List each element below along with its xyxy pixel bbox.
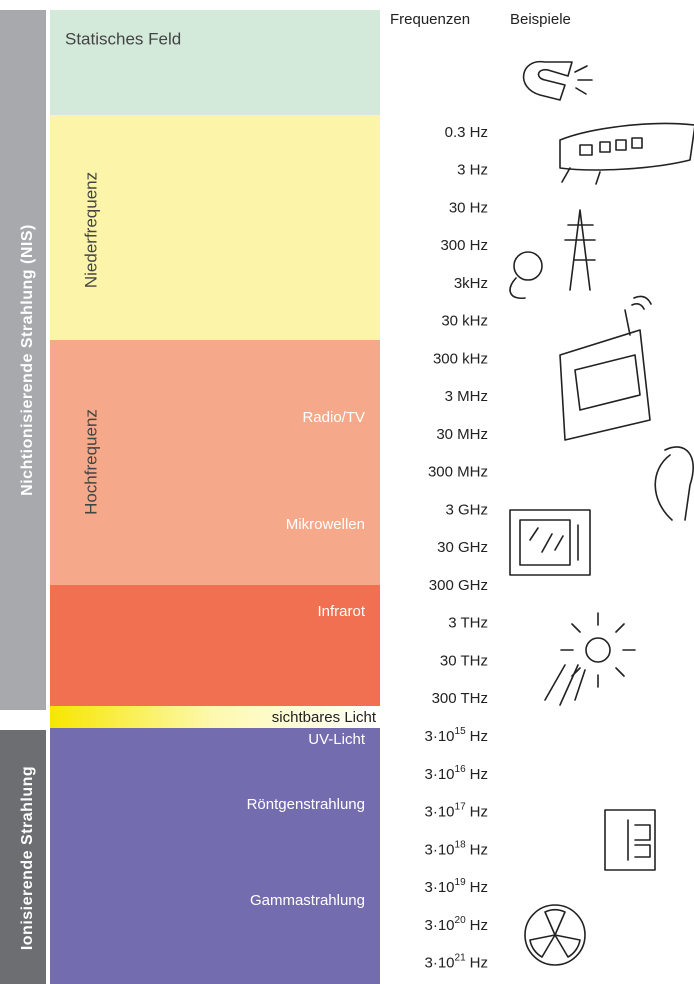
region-label: Infrarot (317, 603, 365, 620)
frequency-unit: Hz (470, 841, 488, 858)
region-label: UV-Licht (308, 731, 366, 748)
frequency: 3kHz (454, 275, 488, 292)
frequency-mantissa: 3·10 (425, 879, 455, 896)
frequency: 30 Hz (449, 199, 488, 216)
frequency: 300 MHz (428, 464, 488, 481)
frequency-mantissa: 3·10 (425, 803, 455, 820)
frequency-mantissa: 3·10 (425, 954, 455, 971)
frequency-unit: Hz (470, 803, 488, 820)
region-label: Mikrowellen (286, 516, 365, 533)
frequency: 30 GHz (437, 539, 488, 556)
frequency: 30 MHz (436, 426, 488, 443)
frequency: 300 GHz (429, 577, 488, 594)
example-icons (510, 62, 694, 965)
frequency-exponent: 15 (455, 726, 467, 737)
frequency-exponent: 16 (455, 763, 467, 774)
frequency-mantissa: 3·10 (425, 766, 455, 783)
region-label: Röntgenstrahlung (247, 796, 365, 813)
frequency: 3 Hz (457, 162, 488, 179)
frequency-exponent: 20 (455, 914, 467, 925)
frequency-unit: Hz (470, 766, 488, 783)
frequency-mantissa: 3·10 (425, 728, 455, 745)
ionizing-band (50, 728, 380, 984)
frequency: 0.3 Hz (445, 124, 488, 141)
static-label: Statisches Feld (65, 29, 181, 48)
frequencies-header: Frequenzen (390, 11, 470, 28)
frequency: 30 kHz (441, 313, 488, 330)
frequency-mantissa: 3·10 (425, 841, 455, 858)
low-label: Niederfrequenz (81, 172, 100, 288)
non-ionizing-label: Nichtionisierende Strahlung (NIS) (19, 224, 36, 496)
frequency-exponent: 18 (455, 839, 467, 850)
spectrum-diagram: Nichtionisierende Strahlung (NIS) Ionisi… (0, 0, 694, 984)
ionizing-label: Ionisierende Strahlung (19, 766, 36, 950)
region-label: sichtbares Licht (272, 709, 377, 726)
frequency: 300 THz (432, 690, 488, 707)
frequency: 300 Hz (440, 237, 488, 254)
frequency: 30 THz (440, 652, 488, 669)
frequency: 3 THz (448, 615, 488, 632)
frequency-unit: Hz (470, 879, 488, 896)
frequency-unit: Hz (470, 728, 488, 745)
frequency-exponent: 17 (455, 801, 467, 812)
high-label: Hochfrequenz (81, 409, 100, 515)
frequency-unit: Hz (470, 917, 488, 934)
frequency-exponent: 21 (455, 952, 467, 963)
region-label: Radio/TV (302, 409, 365, 426)
static-band (50, 10, 380, 115)
region-label: Gammastrahlung (250, 892, 365, 909)
frequency-mantissa: 3·10 (425, 917, 455, 934)
frequency: 3 GHz (445, 501, 488, 518)
frequency-exponent: 19 (455, 877, 467, 888)
frequency: 3 MHz (445, 388, 488, 405)
frequency-unit: Hz (470, 954, 488, 971)
frequency: 300 kHz (433, 350, 488, 367)
examples-header: Beispiele (510, 11, 571, 28)
frequency-list: 0.3 Hz 3 Hz 30 Hz 300 Hz 3kHz 30 kHz 300 kHz 3 … (425, 124, 489, 972)
